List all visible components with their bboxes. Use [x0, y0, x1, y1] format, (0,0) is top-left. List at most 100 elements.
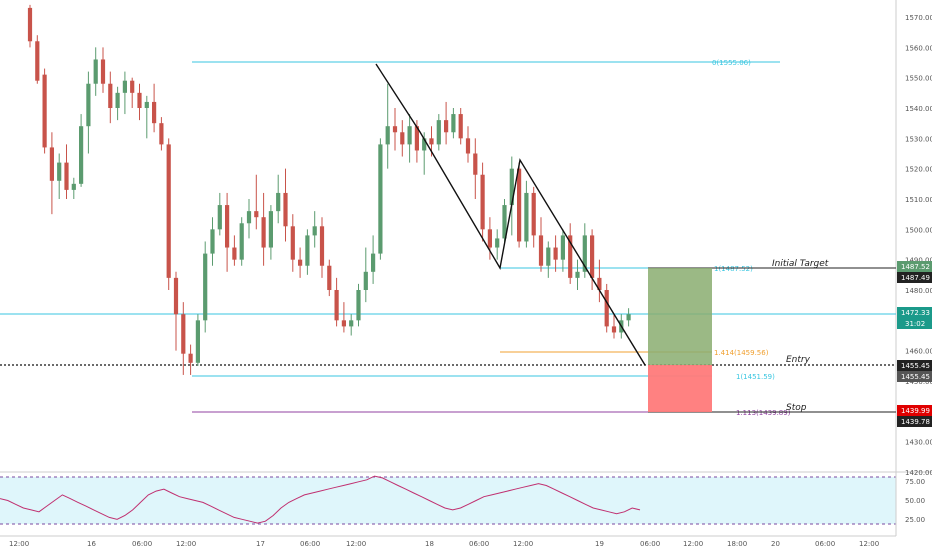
candle-body[interactable]	[254, 211, 259, 218]
candle-body[interactable]	[465, 138, 471, 154]
candle-body[interactable]	[217, 205, 222, 230]
candle-body[interactable]	[159, 123, 164, 145]
candle-body[interactable]	[334, 290, 339, 321]
candle-body[interactable]	[341, 320, 346, 327]
candle-body[interactable]	[458, 114, 463, 139]
badge-stop-bottom-text: 1439.78	[901, 418, 930, 426]
candle-body[interactable]	[400, 132, 405, 145]
candle-body[interactable]	[509, 168, 514, 206]
candle-body[interactable]	[502, 205, 507, 239]
candle-body[interactable]	[79, 126, 84, 184]
candle-body[interactable]	[298, 259, 303, 266]
candle-body[interactable]	[575, 271, 580, 278]
candle-body[interactable]	[137, 92, 142, 108]
candle-body[interactable]	[173, 277, 179, 315]
candle-body[interactable]	[71, 183, 76, 190]
candle-body[interactable]	[283, 192, 288, 227]
candle-body[interactable]	[444, 120, 449, 133]
badge-stop-bottom	[897, 416, 932, 427]
candle-body[interactable]	[487, 229, 492, 248]
candle-body[interactable]	[152, 101, 157, 124]
candle-body[interactable]	[582, 235, 587, 272]
candle-body[interactable]	[597, 277, 602, 290]
candle-body[interactable]	[349, 320, 354, 327]
candle-body[interactable]	[356, 290, 361, 321]
candle-body[interactable]	[195, 320, 200, 363]
candle-body[interactable]	[144, 101, 149, 108]
price-axis[interactable]: 1570.00 1560.00 1550.00 1540.00 1530.00 1520.…	[905, 14, 932, 477]
candle-body[interactable]	[305, 235, 310, 266]
candle-body[interactable]	[115, 92, 120, 108]
candle-body[interactable]	[290, 226, 295, 260]
candle-body[interactable]	[590, 235, 595, 278]
candle-body[interactable]	[451, 114, 456, 133]
candle-body[interactable]	[531, 192, 536, 236]
candle-body[interactable]	[203, 253, 208, 321]
candle-body[interactable]	[371, 253, 376, 272]
candle-body[interactable]	[429, 138, 434, 145]
candle-body[interactable]	[538, 235, 544, 266]
candle-body[interactable]	[93, 59, 98, 84]
candle-body[interactable]	[363, 271, 368, 290]
candle-body[interactable]	[122, 80, 127, 93]
candle-body[interactable]	[312, 226, 317, 236]
candle-body[interactable]	[407, 126, 412, 145]
candle-body[interactable]	[130, 80, 135, 93]
pattern-trendline[interactable]	[375, 63, 646, 366]
candle-body[interactable]	[611, 326, 617, 333]
candle-body[interactable]	[560, 235, 565, 260]
candle-body[interactable]	[553, 247, 558, 260]
candle-body[interactable]	[49, 147, 54, 181]
candle-body[interactable]	[35, 41, 40, 81]
time-tick-label: 12:00	[176, 540, 196, 548]
candle-body[interactable]	[210, 229, 215, 254]
candle-body[interactable]	[473, 153, 478, 175]
candle-body[interactable]	[626, 314, 631, 321]
candle-body[interactable]	[232, 247, 237, 260]
candlestick-series[interactable]	[27, 4, 631, 375]
time-axis[interactable]: 12:00 16 06:00 12:00 17 06:00 12:00 18 06:00 12:0…	[9, 540, 879, 548]
candle-body[interactable]	[480, 174, 485, 230]
candle-body[interactable]	[57, 162, 62, 181]
candle-body[interactable]	[108, 83, 113, 108]
rsi-line[interactable]	[0, 475, 641, 524]
badge-target-bottom-text: 1487.49	[901, 274, 930, 282]
candle-body[interactable]	[246, 211, 252, 224]
candle-body[interactable]	[422, 138, 427, 151]
candle-body[interactable]	[100, 59, 106, 84]
candle-body[interactable]	[276, 192, 281, 212]
price-panel[interactable]	[0, 0, 896, 466]
candle-body[interactable]	[517, 168, 522, 242]
rsi-label-25: 25.00	[905, 516, 925, 524]
candle-body[interactable]	[239, 223, 244, 260]
candle-body[interactable]	[378, 144, 383, 254]
candle-body[interactable]	[188, 353, 193, 363]
candle-body[interactable]	[385, 126, 390, 145]
candle-body[interactable]	[319, 226, 325, 266]
candle-body[interactable]	[568, 235, 573, 278]
candle-body[interactable]	[225, 205, 230, 248]
stop-zone[interactable]	[648, 365, 712, 412]
candle-body[interactable]	[495, 238, 500, 248]
candle-body[interactable]	[327, 265, 332, 290]
candle-body[interactable]	[86, 83, 91, 127]
candle-body[interactable]	[166, 144, 171, 278]
candle-body[interactable]	[414, 126, 419, 151]
candle-body[interactable]	[268, 211, 273, 248]
candle-body[interactable]	[261, 217, 266, 248]
candle-body[interactable]	[392, 126, 398, 133]
candle-body[interactable]	[64, 162, 69, 190]
fib-one-bottom-label: 1(1451.59)	[736, 373, 775, 381]
price-tick-label: 1420.00	[905, 469, 932, 477]
candle-body[interactable]	[546, 247, 551, 266]
candle-body[interactable]	[524, 192, 529, 242]
candle-body[interactable]	[27, 7, 33, 42]
target-zone[interactable]	[648, 268, 712, 365]
candle-body[interactable]	[604, 290, 609, 327]
candle-body[interactable]	[436, 120, 441, 145]
time-tick-label: 12:00	[9, 540, 29, 548]
candle-body[interactable]	[42, 74, 47, 148]
candle-body[interactable]	[181, 314, 186, 354]
